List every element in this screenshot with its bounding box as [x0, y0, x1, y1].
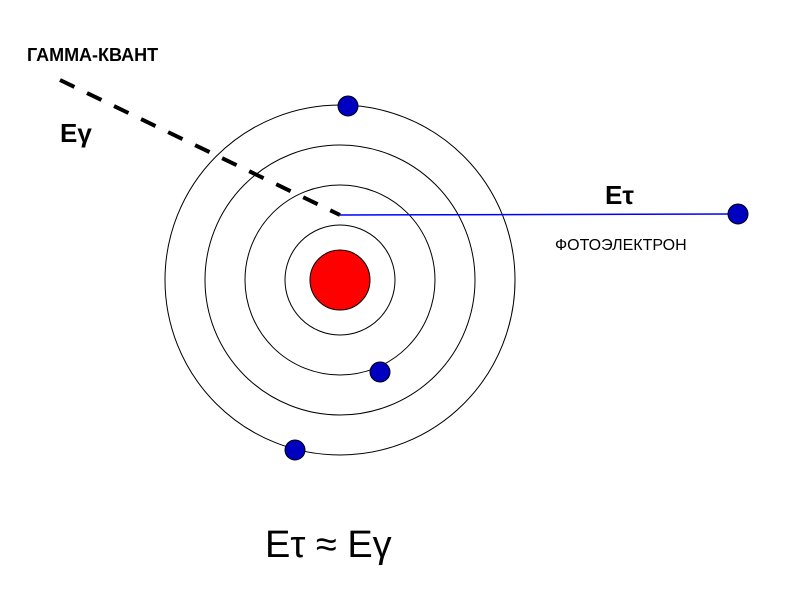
nucleus — [310, 250, 370, 310]
label-equation: Eτ ≈ Eγ — [265, 524, 392, 567]
photoelectron — [728, 204, 748, 224]
diagram-canvas: ГАММА-КВАНТ Eγ Eτ ФОТОЭЛЕКТРОН Eτ ≈ Eγ — [0, 0, 800, 600]
electron-top — [338, 96, 358, 116]
atom-svg — [0, 0, 800, 600]
electron-inner — [370, 362, 390, 382]
label-e-tau: Eτ — [605, 180, 634, 211]
label-photoelectron: ФОТОЭЛЕКТРОН — [555, 237, 687, 255]
electron-bottom — [285, 440, 305, 460]
electron-path-line — [340, 214, 730, 215]
label-gamma-quant: ГАММА-КВАНТ — [27, 45, 158, 66]
label-e-gamma: Eγ — [60, 118, 92, 149]
